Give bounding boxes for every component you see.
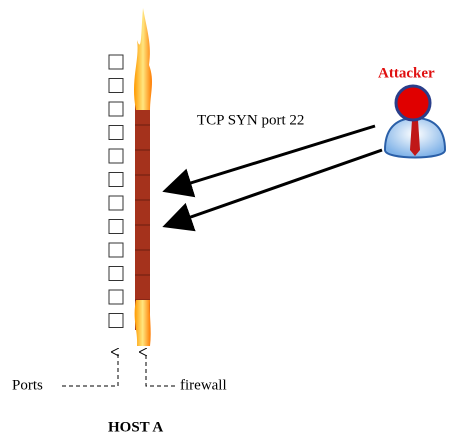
attacker-icon	[385, 86, 445, 158]
firewall	[134, 8, 152, 346]
port	[109, 79, 123, 93]
ports-label: Ports	[12, 377, 43, 393]
diagram: TCP SYN port 22 Attacker Ports firewall …	[0, 0, 457, 438]
firewall-wall	[135, 100, 150, 330]
attack-arrow	[168, 150, 382, 225]
host-label: HOST A	[108, 419, 163, 435]
port	[109, 149, 123, 163]
attack-arrow	[168, 126, 375, 190]
firewall-pointer	[146, 352, 175, 386]
port	[109, 267, 123, 281]
flame-bottom	[135, 300, 151, 346]
port	[109, 290, 123, 304]
ports-pointer	[62, 352, 118, 386]
port	[109, 220, 123, 234]
port	[109, 55, 123, 69]
port	[109, 126, 123, 140]
port-column	[109, 55, 123, 328]
port	[109, 196, 123, 210]
firewall-label: firewall	[180, 377, 227, 393]
port	[109, 173, 123, 187]
port	[109, 102, 123, 116]
flame-top	[134, 8, 152, 110]
arrow-label: TCP SYN port 22	[197, 112, 304, 128]
port	[109, 243, 123, 257]
port	[109, 314, 123, 328]
attacker-label: Attacker	[378, 65, 435, 81]
